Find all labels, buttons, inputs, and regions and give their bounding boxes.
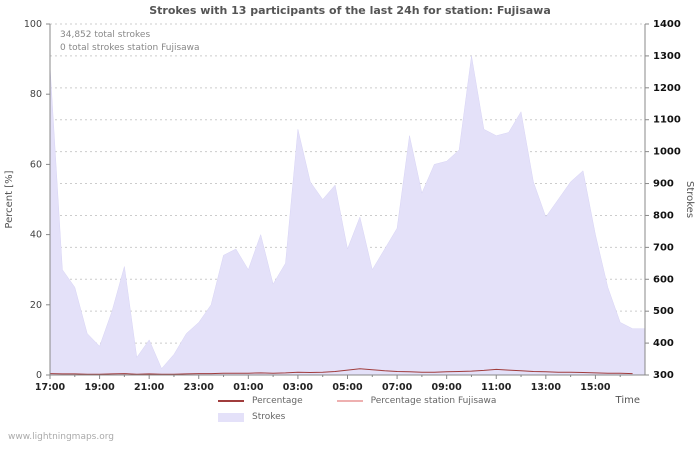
y2-tick-label: 1300 bbox=[653, 51, 681, 62]
annotation-station-strokes: 0 total strokes station Fujisawa bbox=[60, 43, 200, 53]
y-tick-label: 100 bbox=[24, 19, 42, 30]
percentage-line-swatch bbox=[218, 400, 244, 402]
y2-tick-label: 1400 bbox=[653, 19, 681, 30]
y2-tick-label: 300 bbox=[653, 370, 674, 381]
x-tick-label: 01:00 bbox=[233, 382, 264, 393]
x-tick-label: 15:00 bbox=[580, 382, 611, 393]
x-tick-label: 05:00 bbox=[332, 382, 363, 393]
chart-legend: Percentage Percentage station Fujisawa S… bbox=[218, 396, 496, 422]
strokes-area-swatch bbox=[218, 412, 244, 422]
y-tick-label: 80 bbox=[30, 89, 42, 100]
y2-tick-label: 1100 bbox=[653, 115, 681, 126]
x-tick-label: 03:00 bbox=[283, 382, 314, 393]
y-tick-label: 0 bbox=[36, 370, 42, 381]
annotation-total-strokes: 34,852 total strokes bbox=[60, 30, 151, 40]
y-tick-label: 20 bbox=[30, 300, 42, 311]
x-tick-label: 23:00 bbox=[184, 382, 215, 393]
x-tick-label: 21:00 bbox=[134, 382, 165, 393]
y2-tick-label: 800 bbox=[653, 210, 674, 221]
legend-item-percentage-station: Percentage station Fujisawa bbox=[336, 396, 497, 406]
x-tick-label: 07:00 bbox=[382, 382, 413, 393]
percentage-station-line-swatch bbox=[336, 400, 363, 402]
y2-tick-label: 900 bbox=[653, 179, 674, 190]
y-tick-label: 60 bbox=[30, 159, 42, 170]
y-axis-label-right: Strokes bbox=[684, 181, 695, 218]
x-tick-label: 17:00 bbox=[35, 382, 66, 393]
x-tick-label: 19:00 bbox=[84, 382, 115, 393]
y2-tick-label: 1000 bbox=[653, 147, 681, 158]
legend-item-percentage: Percentage bbox=[218, 396, 303, 406]
y-tick-label: 40 bbox=[30, 230, 42, 241]
x-tick-label: 13:00 bbox=[531, 382, 562, 393]
watermark-link[interactable]: www.lightningmaps.org bbox=[8, 432, 114, 442]
x-tick-label: 11:00 bbox=[481, 382, 512, 393]
percentage-series bbox=[49, 368, 633, 375]
legend-label: Percentage bbox=[252, 396, 303, 406]
legend-label: Strokes bbox=[252, 412, 286, 422]
x-axis-label: Time bbox=[615, 395, 640, 406]
strokes-area-series bbox=[49, 55, 646, 376]
y2-tick-label: 700 bbox=[653, 242, 674, 253]
chart-title: Strokes with 13 participants of the last… bbox=[149, 4, 551, 17]
legend-item-strokes: Strokes bbox=[218, 412, 303, 422]
y2-tick-label: 500 bbox=[653, 306, 674, 317]
y2-tick-label: 1200 bbox=[653, 83, 681, 94]
y2-tick-label: 400 bbox=[653, 338, 674, 349]
x-tick-label: 09:00 bbox=[432, 382, 463, 393]
y2-tick-label: 600 bbox=[653, 274, 674, 285]
legend-label: Percentage station Fujisawa bbox=[370, 396, 497, 406]
y-axis-label-left: Percent [%] bbox=[4, 170, 15, 228]
